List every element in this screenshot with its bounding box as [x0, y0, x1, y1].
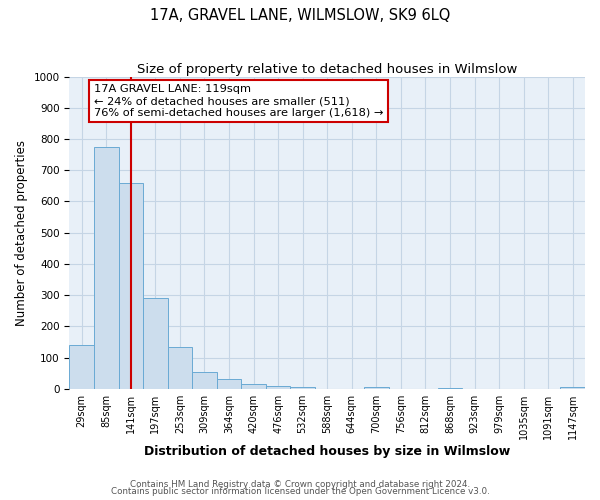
Bar	[119, 183, 143, 388]
Title: Size of property relative to detached houses in Wilmslow: Size of property relative to detached ho…	[137, 62, 517, 76]
Bar	[266, 386, 290, 388]
Bar	[241, 384, 266, 388]
Text: 17A, GRAVEL LANE, WILMSLOW, SK9 6LQ: 17A, GRAVEL LANE, WILMSLOW, SK9 6LQ	[150, 8, 450, 22]
Bar	[560, 387, 585, 388]
Bar	[364, 387, 389, 388]
Bar	[143, 298, 167, 388]
X-axis label: Distribution of detached houses by size in Wilmslow: Distribution of detached houses by size …	[144, 444, 511, 458]
Text: Contains HM Land Registry data © Crown copyright and database right 2024.: Contains HM Land Registry data © Crown c…	[130, 480, 470, 489]
Bar	[167, 346, 192, 389]
Text: 17A GRAVEL LANE: 119sqm
← 24% of detached houses are smaller (511)
76% of semi-d: 17A GRAVEL LANE: 119sqm ← 24% of detache…	[94, 84, 383, 117]
Bar	[70, 345, 94, 389]
Bar	[94, 147, 119, 388]
Text: Contains public sector information licensed under the Open Government Licence v3: Contains public sector information licen…	[110, 487, 490, 496]
Y-axis label: Number of detached properties: Number of detached properties	[15, 140, 28, 326]
Bar	[217, 380, 241, 388]
Bar	[192, 372, 217, 388]
